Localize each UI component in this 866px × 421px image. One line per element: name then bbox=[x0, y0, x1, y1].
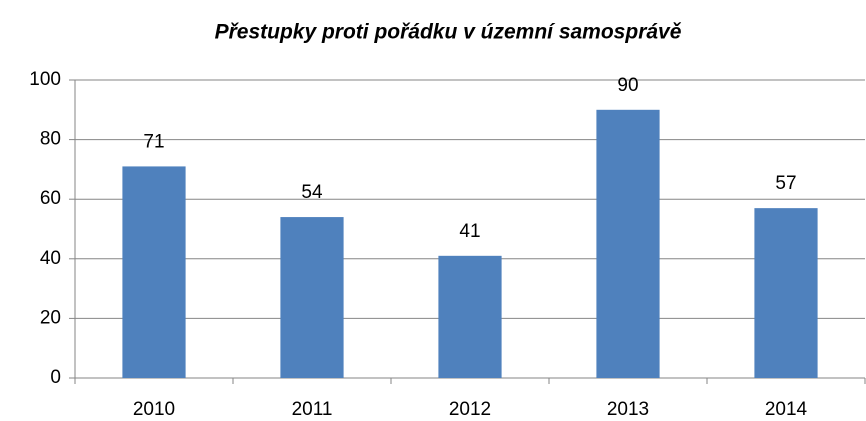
x-tick-label: 2013 bbox=[607, 399, 649, 420]
y-tick-label: 60 bbox=[40, 188, 61, 209]
x-tick-label: 2011 bbox=[292, 399, 333, 420]
y-tick-label: 40 bbox=[40, 248, 61, 269]
data-label: 54 bbox=[301, 182, 323, 203]
data-label: 90 bbox=[617, 75, 638, 96]
x-tick-label: 2010 bbox=[133, 399, 175, 420]
bar bbox=[438, 255, 502, 378]
bar bbox=[596, 109, 660, 379]
bar bbox=[122, 166, 186, 378]
data-label: 71 bbox=[143, 131, 164, 152]
bar bbox=[754, 208, 818, 378]
y-tick-label: 80 bbox=[40, 129, 61, 150]
y-tick-label: 20 bbox=[40, 307, 61, 328]
x-tick-label: 2012 bbox=[449, 399, 491, 420]
data-label: 57 bbox=[775, 173, 796, 194]
x-tick-label: 2014 bbox=[765, 399, 808, 420]
y-tick-label: 0 bbox=[50, 367, 61, 388]
data-label: 41 bbox=[459, 221, 480, 242]
bar bbox=[280, 217, 344, 378]
y-tick-label: 100 bbox=[29, 69, 61, 90]
chart-title: Přestupky proti pořádku v územní samospr… bbox=[215, 21, 682, 44]
